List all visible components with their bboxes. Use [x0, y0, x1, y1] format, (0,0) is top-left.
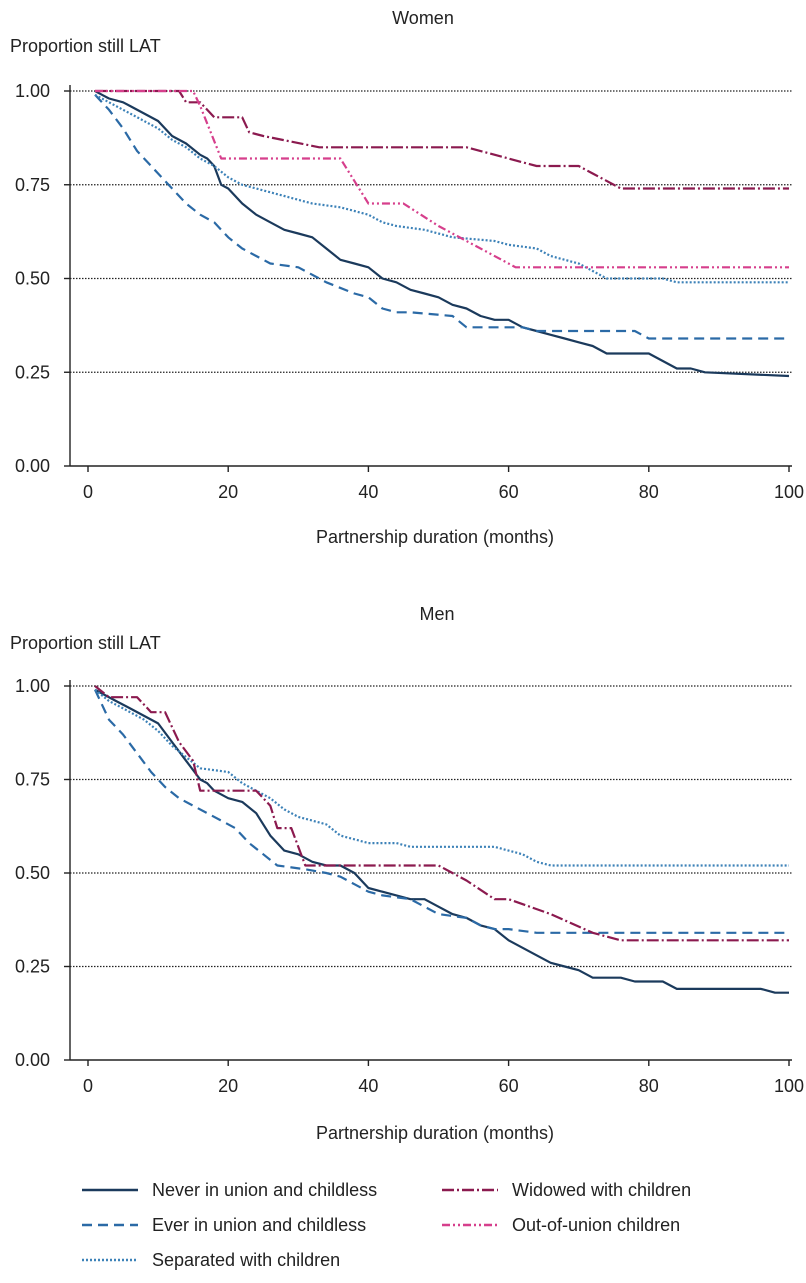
x-tick-label: 60	[499, 482, 519, 502]
x-tick-label: 40	[358, 482, 378, 502]
y-tick-label: 1.00	[15, 676, 50, 696]
x-tick-label: 60	[499, 1076, 519, 1096]
y-tick-label: 0.25	[15, 957, 50, 977]
legend-item-never: Never in union and childless	[82, 1180, 377, 1200]
legend-item-outunion: Out-of-union children	[442, 1215, 680, 1235]
series-line-ever	[94, 689, 789, 934]
y-tick-label: 0.75	[15, 175, 50, 195]
x-axis-label: Partnership duration (months)	[316, 527, 554, 547]
series-line-widowed	[94, 685, 789, 942]
y-tick-label: 0.50	[15, 269, 50, 289]
y-axis-label: Proportion still LAT	[10, 36, 161, 56]
x-tick-label: 100	[774, 1076, 804, 1096]
series-line-ever	[94, 94, 789, 340]
series-line-widowed	[95, 89, 789, 190]
legend-label: Widowed with children	[512, 1180, 691, 1200]
series-line-never	[94, 688, 789, 994]
series-line-separated	[94, 688, 789, 867]
legend-item-separated: Separated with children	[82, 1250, 340, 1270]
y-tick-label: 0.25	[15, 362, 50, 382]
y-tick-label: 0.00	[15, 1050, 50, 1070]
legend-label: Separated with children	[152, 1250, 340, 1270]
legend-item-ever: Ever in union and childless	[82, 1215, 366, 1235]
series-line-never	[94, 90, 790, 378]
legend-label: Out-of-union children	[512, 1215, 680, 1235]
series-line-outunion	[95, 89, 789, 269]
chart-title: Women	[392, 8, 454, 28]
panel-women: Women Proportion still LAT Partnership d…	[10, 8, 804, 547]
series-line-separated	[94, 93, 789, 284]
x-tick-label: 0	[83, 1076, 93, 1096]
panel-men: Men Proportion still LAT Partnership dur…	[10, 604, 804, 1143]
y-tick-label: 0.50	[15, 863, 50, 883]
x-axis-label: Partnership duration (months)	[316, 1123, 554, 1143]
legend-item-widowed: Widowed with children	[442, 1180, 691, 1200]
legend: Never in union and childless Ever in unio…	[82, 1180, 691, 1270]
legend-label: Ever in union and childless	[152, 1215, 366, 1235]
y-tick-label: 1.00	[15, 81, 50, 101]
x-tick-label: 20	[218, 482, 238, 502]
y-axis-label: Proportion still LAT	[10, 633, 161, 653]
x-tick-label: 20	[218, 1076, 238, 1096]
y-tick-label: 0.75	[15, 770, 50, 790]
x-tick-label: 80	[639, 1076, 659, 1096]
x-tick-label: 40	[358, 1076, 378, 1096]
legend-label: Never in union and childless	[152, 1180, 377, 1200]
y-tick-label: 0.00	[15, 456, 50, 476]
x-tick-label: 80	[639, 482, 659, 502]
x-tick-label: 100	[774, 482, 804, 502]
chart-title: Men	[419, 604, 454, 624]
x-tick-label: 0	[83, 482, 93, 502]
